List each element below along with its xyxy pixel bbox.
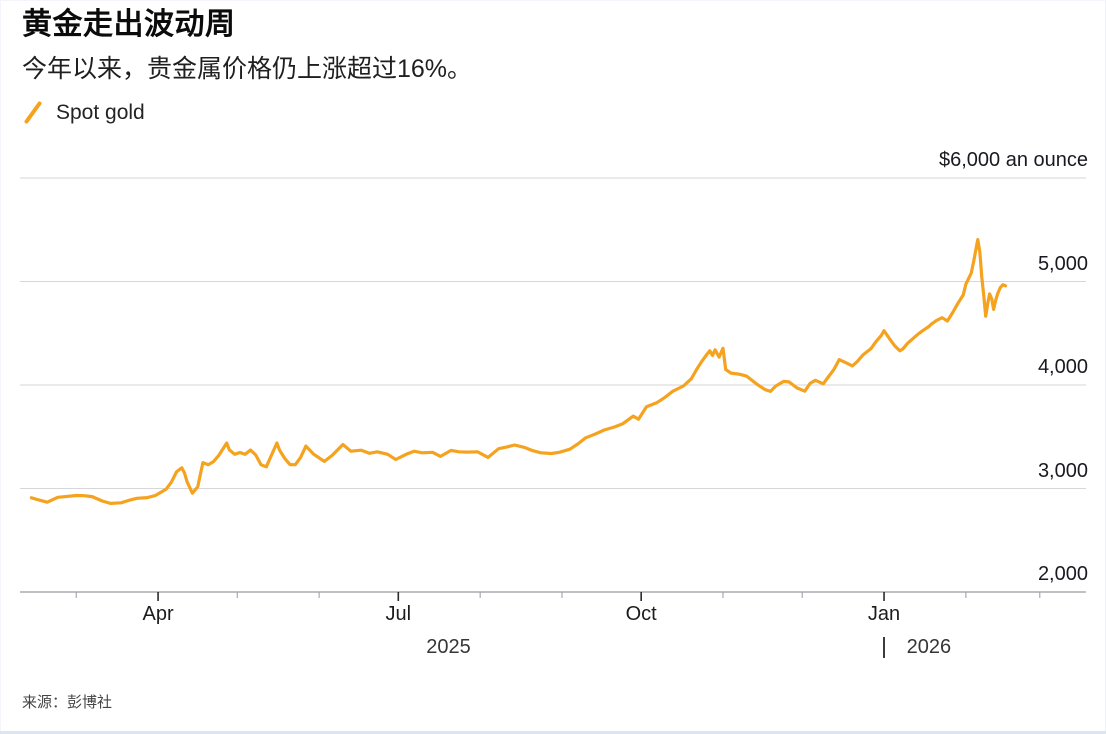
y-axis-label-4000: 4,000 — [1037, 356, 1088, 378]
y-axis-label-3000: 3,000 — [1037, 459, 1088, 482]
year-label-2026: 2026 — [906, 636, 952, 658]
year-label-2025: 2025 — [426, 636, 471, 658]
x-axis-label-oct: Oct — [625, 603, 657, 625]
chart-subtitle: 今年以来，贵金属价格仍上涨超过16%。 — [22, 55, 473, 83]
legend-label-spot-gold: Spot gold — [56, 100, 145, 124]
y-axis-label-5000: 5,000 — [1037, 252, 1088, 275]
y-axis-label-2000: 2,000 — [1037, 563, 1088, 585]
legend: Spot gold — [23, 100, 145, 125]
x-axis-label-apr: Apr — [142, 603, 174, 625]
y-axis-label-6000: $6,000 an ounce — [938, 149, 1088, 171]
spot-gold-price-line — [29, 238, 1008, 505]
source-note: 来源：彭博社 — [22, 694, 113, 711]
year-divider-bar — [883, 637, 886, 658]
chart-title: 黄金走出波动周 — [22, 8, 236, 41]
x-axis-label-jul: Jul — [385, 603, 412, 625]
x-axis-label-jan: Jan — [867, 603, 901, 625]
spot-gold-slash-icon — [24, 101, 42, 124]
